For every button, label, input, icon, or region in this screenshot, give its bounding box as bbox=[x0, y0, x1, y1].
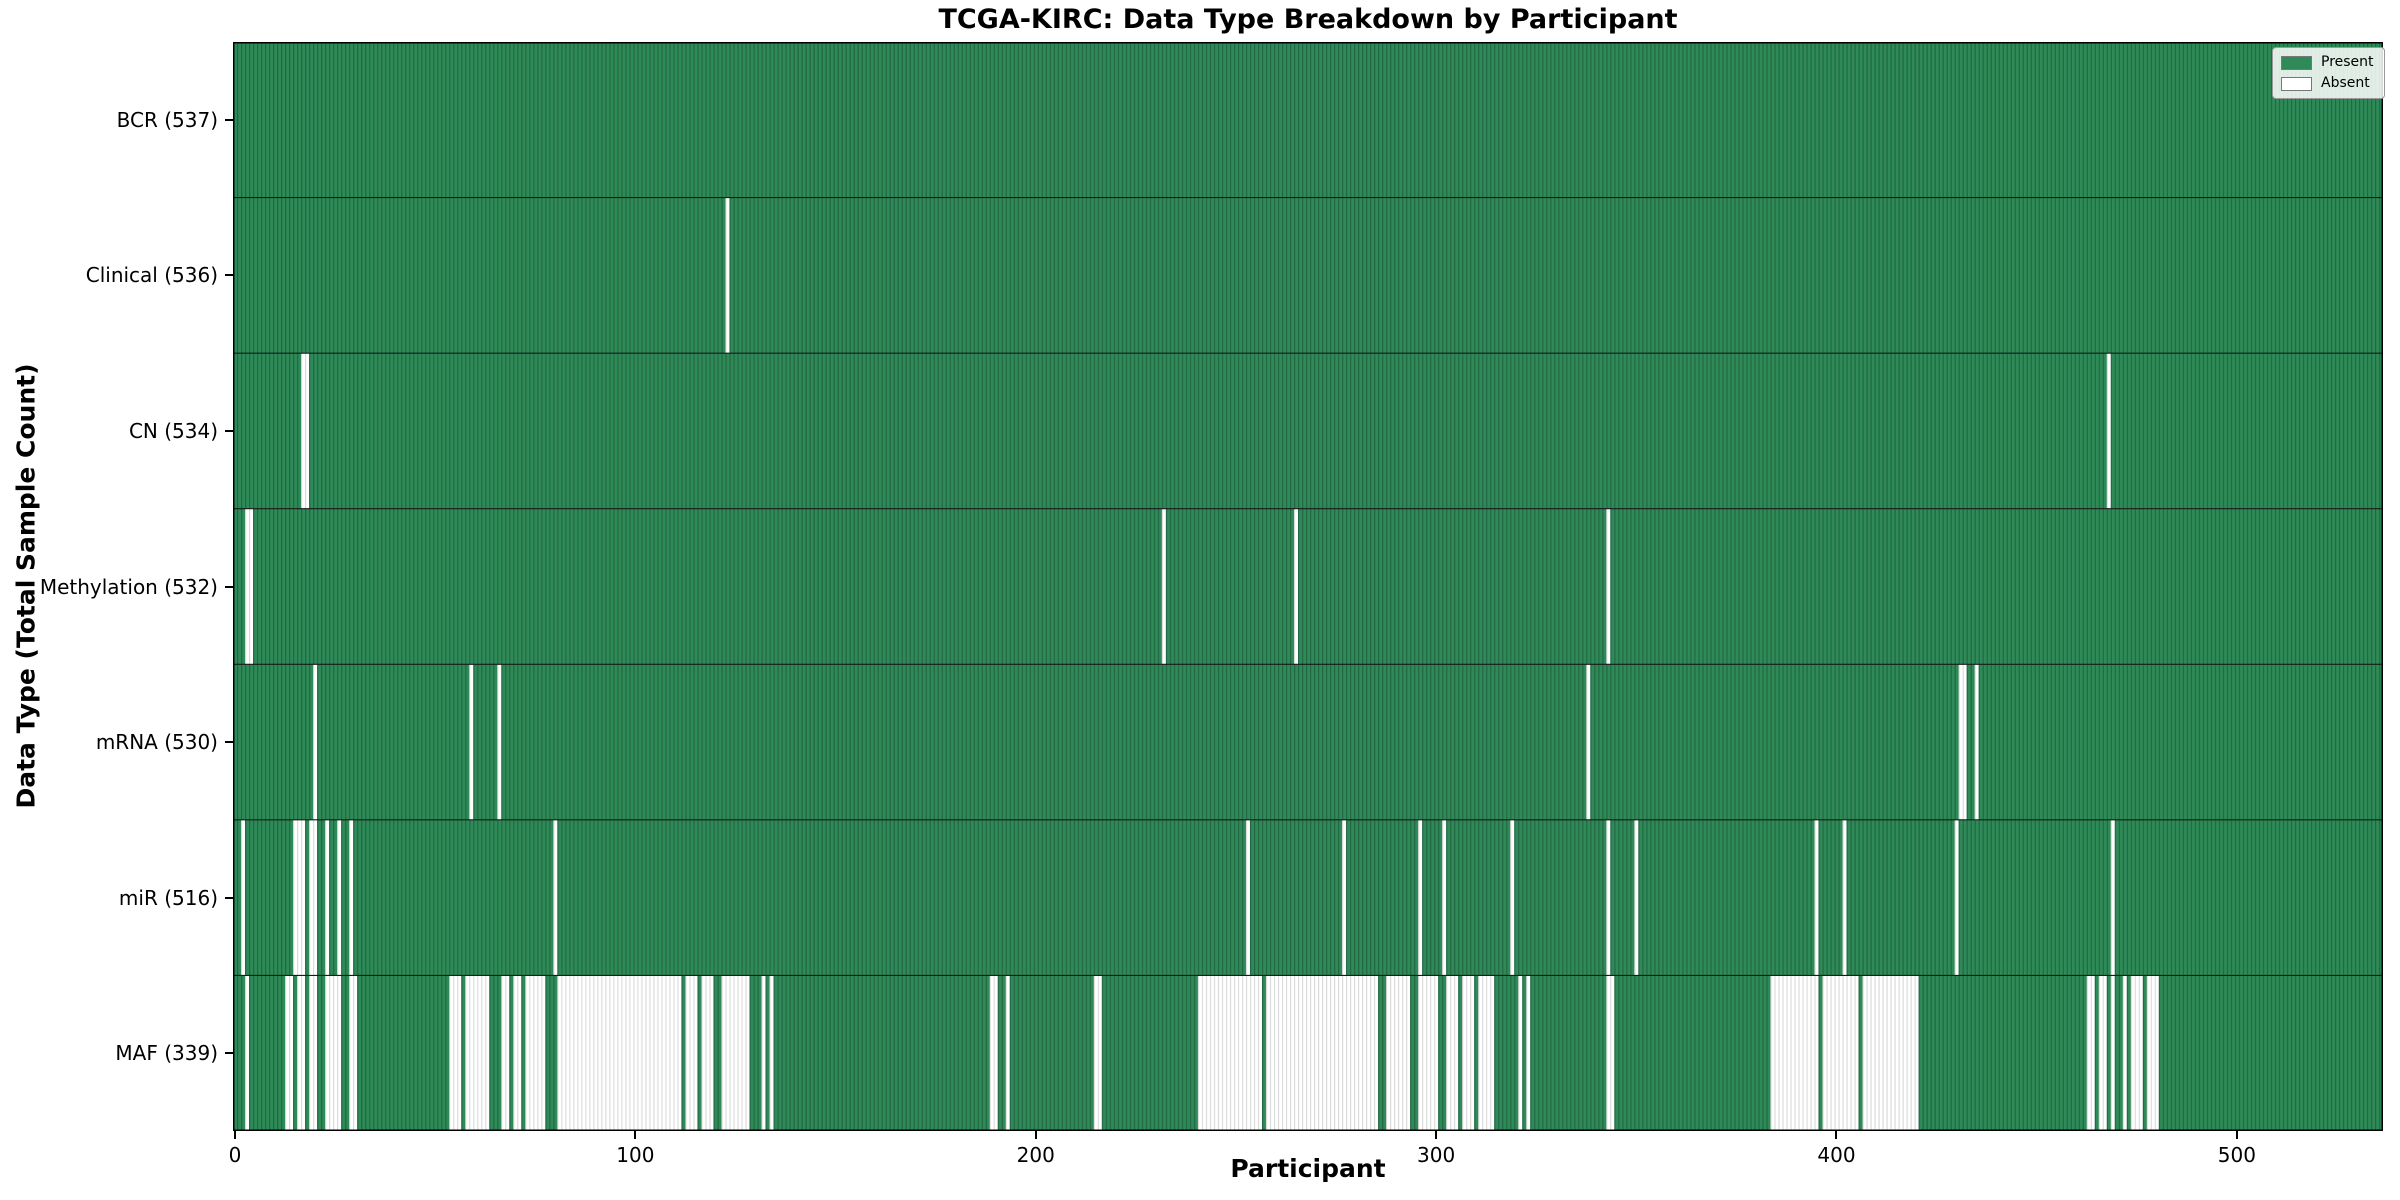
x-tick-label: 200 bbox=[1016, 1143, 1055, 1167]
legend-label-present: Present bbox=[2321, 54, 2374, 70]
y-tick-mark bbox=[225, 274, 233, 277]
x-tick-mark bbox=[2235, 1131, 2238, 1139]
y-tick-mark bbox=[225, 896, 233, 899]
chart-title: TCGA-KIRC: Data Type Breakdown by Partic… bbox=[938, 4, 1678, 35]
y-tick-label-mRNA: mRNA (530) bbox=[95, 730, 218, 755]
y-tick-mark bbox=[225, 741, 233, 744]
x-tick-label: 100 bbox=[616, 1143, 655, 1167]
y-tick-label-MAF: MAF (339) bbox=[115, 1041, 218, 1066]
present-swatch-icon bbox=[2281, 55, 2312, 70]
x-axis-label: Participant bbox=[1230, 1154, 1386, 1183]
heatmap-svg bbox=[233, 42, 2383, 1131]
x-tick-label: 0 bbox=[228, 1143, 242, 1167]
legend: Present Absent bbox=[2272, 47, 2385, 99]
y-tick-label-miR: miR (516) bbox=[118, 885, 218, 910]
x-tick-label: 500 bbox=[2217, 1143, 2256, 1167]
x-tick-mark bbox=[234, 1131, 236, 1139]
x-tick-label: 300 bbox=[1417, 1143, 1456, 1167]
y-tick-mark bbox=[225, 429, 233, 432]
y-tick-label-CN: CN (534) bbox=[128, 418, 218, 443]
y-tick-label-Methylation: Methylation (532) bbox=[39, 574, 218, 599]
x-tick-label: 400 bbox=[1817, 1143, 1856, 1167]
y-tick-label-BCR: BCR (537) bbox=[116, 107, 218, 132]
y-tick-mark bbox=[225, 585, 233, 588]
y-tick-mark bbox=[225, 1052, 233, 1055]
x-tick-mark bbox=[1034, 1131, 1037, 1139]
legend-label-absent: Absent bbox=[2321, 75, 2370, 91]
absent-swatch-icon bbox=[2281, 76, 2312, 91]
legend-item-present: Present bbox=[2281, 55, 2374, 70]
legend-item-absent: Absent bbox=[2281, 76, 2374, 91]
x-tick-mark bbox=[1435, 1131, 1438, 1139]
y-tick-mark bbox=[225, 118, 233, 121]
plot-area bbox=[233, 42, 2383, 1131]
x-tick-mark bbox=[1835, 1131, 1838, 1139]
y-tick-label-Clinical: Clinical (536) bbox=[85, 263, 218, 288]
x-tick-mark bbox=[634, 1131, 637, 1139]
